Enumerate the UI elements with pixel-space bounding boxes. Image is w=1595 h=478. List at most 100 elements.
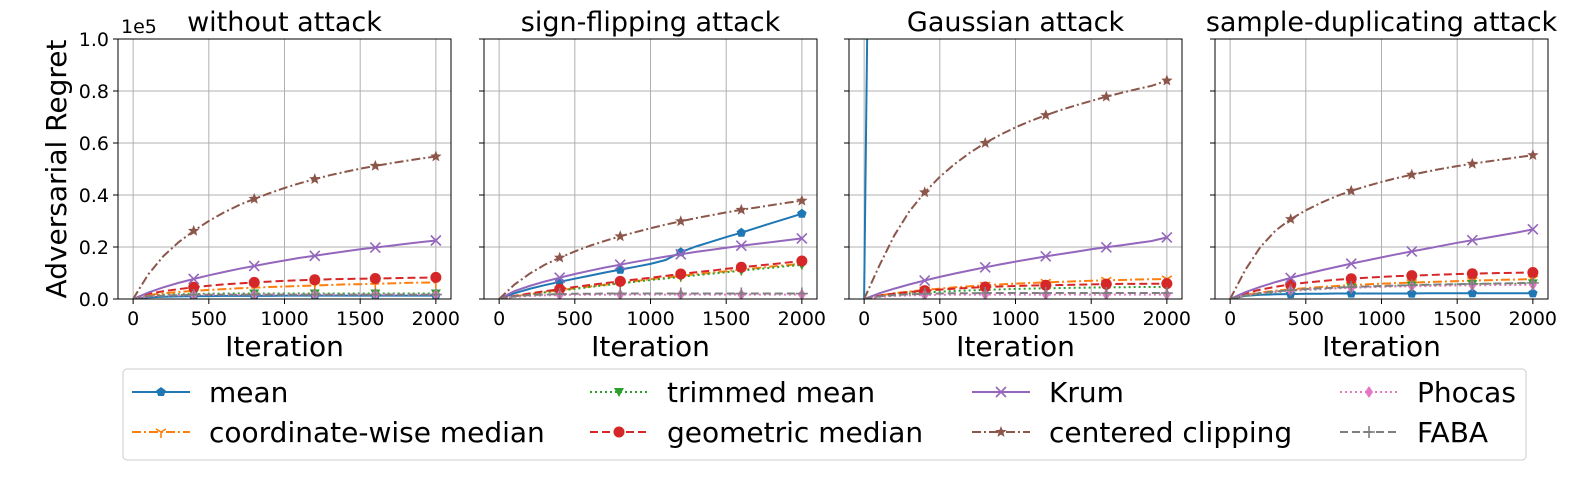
legend-label: trimmed mean: [667, 376, 875, 409]
y-offset-text: 1e5: [121, 16, 157, 38]
x-axis-label: Iteration: [591, 330, 710, 363]
data-point: [430, 150, 442, 162]
series-line-geometric-median: [1229, 271, 1533, 299]
series-line-krum: [1229, 228, 1534, 299]
y-axis-label: Adversarial Regret: [40, 40, 73, 299]
x-axis-label: Iteration: [956, 330, 1075, 363]
data-point: [1406, 270, 1418, 282]
data-point: [1406, 245, 1418, 257]
x-tick-label: 0: [127, 308, 139, 330]
series-line-geometric-median: [498, 260, 803, 299]
series-line-geometric-median: [863, 282, 1167, 299]
data-point: [553, 288, 566, 299]
data-point: [1040, 109, 1052, 120]
series-markers-geometric-median: [1285, 266, 1539, 290]
legend-frame: [122, 368, 1527, 461]
data-point: [369, 241, 381, 254]
series-markers-krum: [188, 234, 442, 285]
grid: [849, 38, 1182, 300]
series-line-faba: [1229, 281, 1533, 299]
data-point: [309, 250, 321, 262]
data-point: [614, 259, 626, 271]
data-point: [188, 273, 200, 285]
data-point: [1467, 288, 1478, 298]
data-point: [430, 271, 442, 283]
data-point: [1100, 287, 1113, 299]
legend-item-krum: Krum: [972, 376, 1124, 409]
data-point: [1345, 184, 1357, 196]
legend-label: mean: [209, 376, 288, 409]
legend-marker: [995, 386, 1007, 398]
x-tick-label: 1500: [702, 308, 750, 330]
data-point: [1161, 278, 1173, 290]
axes-frame: [848, 38, 1183, 300]
x-tick-label: 1500: [1067, 308, 1115, 330]
data-point: [248, 260, 260, 272]
series-markers-mean: [554, 208, 807, 286]
series-line-centered-clipping: [498, 199, 803, 299]
data-point: [1528, 288, 1538, 298]
y-axis: [844, 38, 849, 300]
series-markers-faba: [1284, 276, 1539, 297]
series-line-krum: [863, 236, 1168, 299]
legend-label: FABA: [1417, 416, 1488, 449]
legend-label: Phocas: [1417, 376, 1516, 409]
panel-without-attack: 0 500 1000 1500 2000 0.0 0.2 0.4 0.6 0.8 1.0 1e5 wit…: [79, 7, 460, 363]
series-markers-faba: [553, 287, 808, 299]
series-line-centered-clipping: [1229, 154, 1534, 299]
data-point: [188, 281, 200, 293]
data-point: [1161, 231, 1173, 243]
panel-title: sign-flipping attack: [521, 7, 781, 38]
series-markers-geometric-median: [554, 255, 808, 295]
x-tick-label: 0: [1224, 308, 1236, 330]
x-tick-label: 1000: [626, 308, 674, 330]
data-point: [614, 275, 626, 287]
data-point: [1345, 258, 1357, 270]
series-line-coordinate-wise-median: [132, 281, 436, 299]
data-point: [430, 234, 442, 247]
data-point: [248, 276, 260, 288]
series-line-krum: [498, 237, 803, 299]
series-line-geometric-median: [132, 276, 436, 299]
y-axis: [1210, 38, 1215, 300]
panel-title: without attack: [187, 7, 382, 38]
x-axis-label: Iteration: [225, 330, 344, 363]
y-tick-label: 0.0: [79, 289, 109, 311]
y-tick-label: 0.2: [79, 237, 109, 259]
series-line-centered-clipping: [132, 155, 437, 299]
series-line-faba: [132, 293, 436, 299]
data-point: [675, 268, 687, 280]
series-line-phocas: [863, 293, 1167, 299]
series-markers-krum: [554, 232, 808, 284]
series-markers-centered-clipping: [188, 150, 442, 236]
series-markers-faba: [918, 287, 1173, 299]
panel-gaussian-attack: 0 500 1000 1500 2000 Gaussian attack Iteration: [844, 7, 1191, 363]
data-point: [1345, 273, 1357, 285]
series-markers-centered-clipping: [919, 74, 1173, 198]
series-markers-krum: [919, 231, 1173, 287]
data-point: [735, 261, 747, 273]
x-tick-label: 1000: [260, 308, 308, 330]
x-tick-label: 1500: [336, 308, 384, 330]
data-point: [188, 224, 200, 236]
x-axis: 0 500 1000 1500 2000: [127, 299, 460, 330]
x-tick-label: 500: [191, 308, 227, 330]
chart-panels: 0 500 1000 1500 2000 0.0 0.2 0.4 0.6 0.8 1.0 1e5 wit…: [79, 7, 1558, 363]
data-point: [735, 240, 747, 252]
panel-title: sample-duplicating attack: [1206, 7, 1558, 38]
y-tick-label: 0.8: [79, 81, 109, 103]
panel-sample-duplicating-attack: 0 500 1000 1500 2000 sample-duplicating attac…: [1206, 7, 1558, 363]
series-group: [863, 39, 1173, 299]
data-point: [1161, 74, 1173, 86]
series-line-trimmed-mean: [498, 263, 802, 299]
legend-marker: [614, 388, 624, 397]
legend-item-geometric-median: geometric median: [590, 416, 923, 449]
data-point: [1100, 241, 1112, 253]
series-line-faba: [498, 292, 802, 299]
grid: [1215, 38, 1548, 300]
x-tick-label: 2000: [778, 308, 826, 330]
data-point: [1039, 287, 1052, 299]
data-point: [1040, 279, 1052, 291]
data-point: [1527, 266, 1539, 278]
series-markers-centered-clipping: [1285, 149, 1539, 224]
